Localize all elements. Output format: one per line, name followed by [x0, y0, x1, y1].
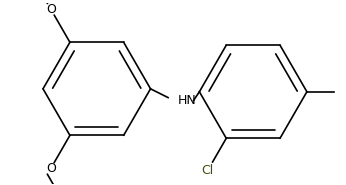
Text: Cl: Cl: [202, 164, 214, 177]
Text: O: O: [46, 162, 56, 175]
Text: O: O: [46, 3, 56, 16]
Text: HN: HN: [178, 94, 197, 107]
